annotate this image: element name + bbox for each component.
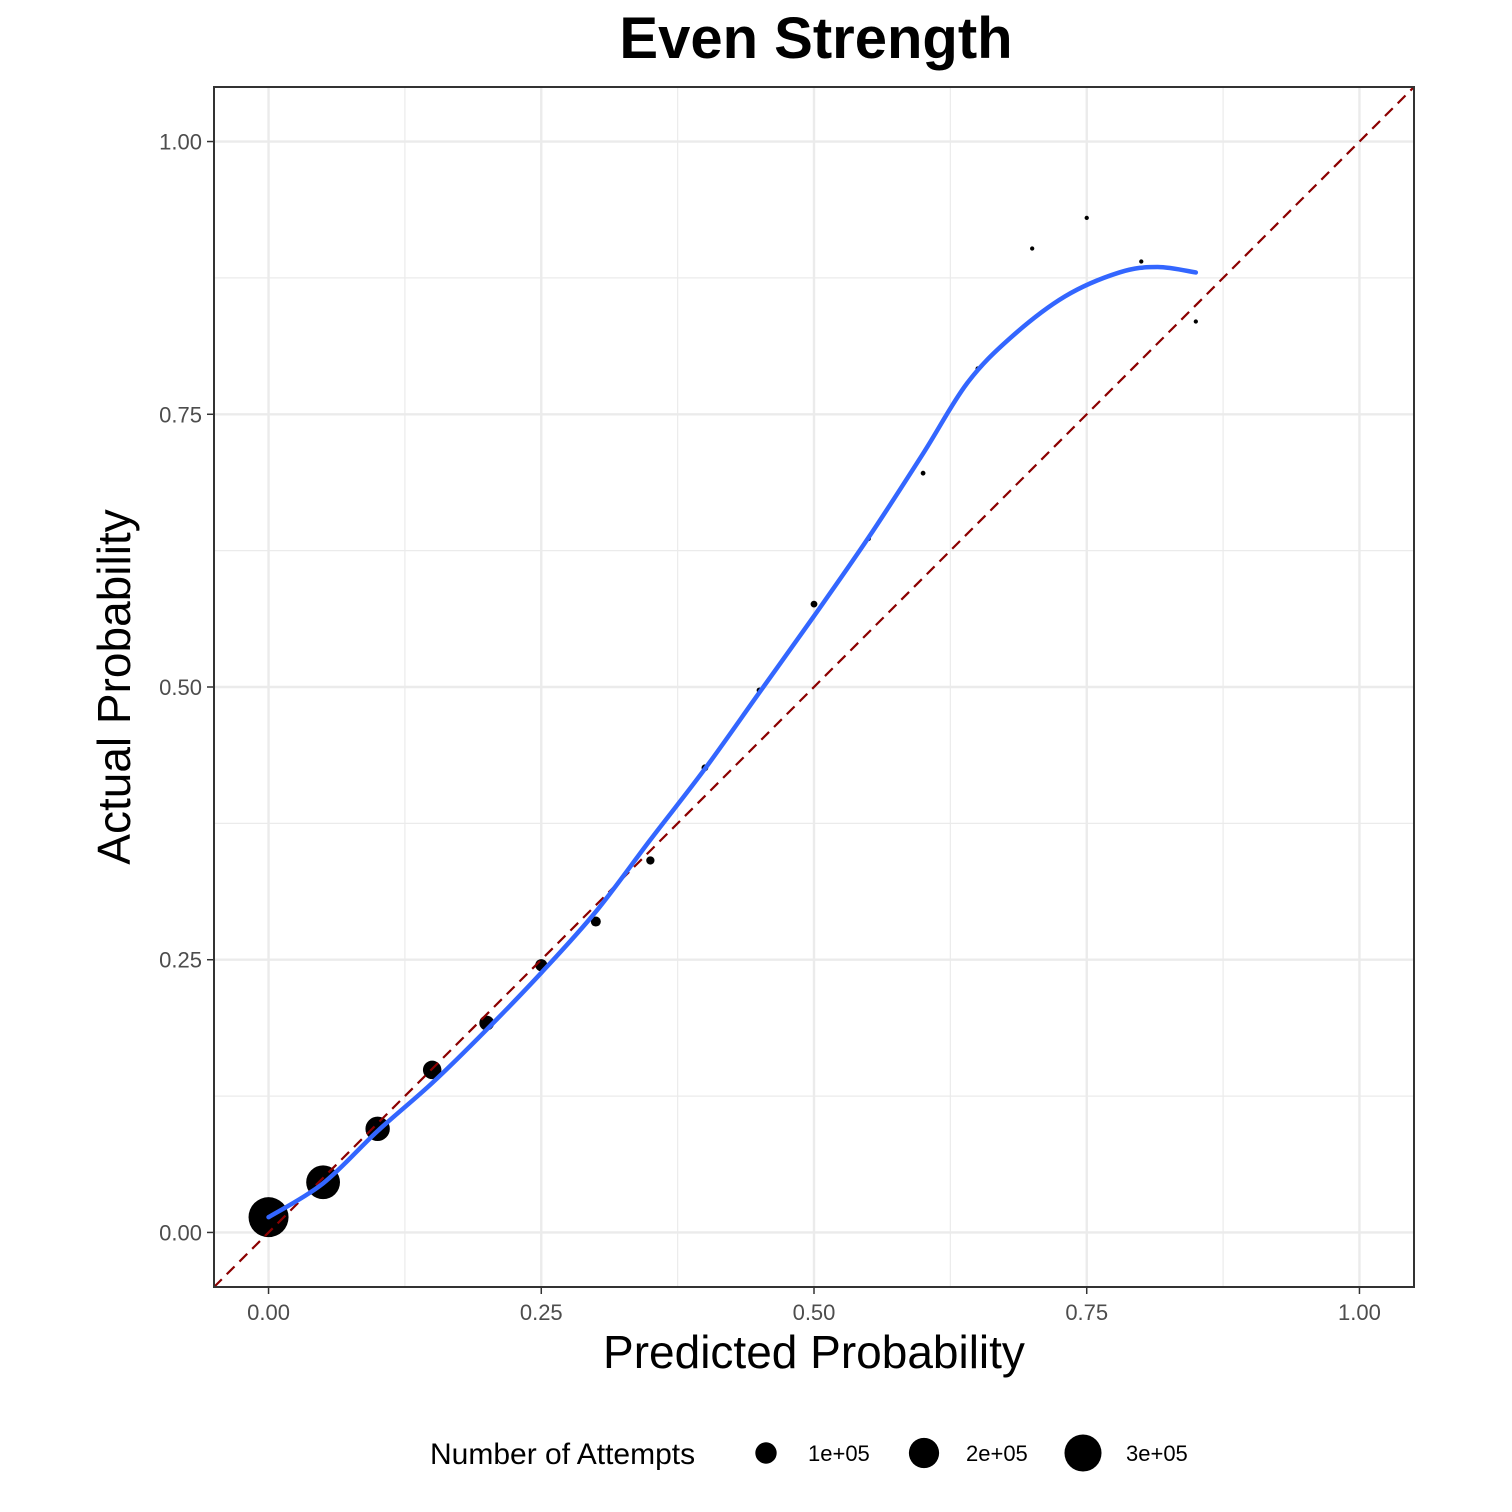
data-point — [920, 470, 926, 476]
chart-title: Even Strength — [619, 6, 1012, 71]
legend-key — [755, 1442, 777, 1464]
legend-title: Number of Attempts — [430, 1438, 695, 1471]
legend: Number of Attempts 1e+05 2e+05 3e+05 — [430, 1434, 1188, 1472]
smooth-line — [266, 264, 1199, 1220]
y-tick-label: 0.75 — [159, 402, 202, 427]
data-point — [1193, 319, 1198, 324]
x-tick-label: 1.00 — [1338, 1300, 1381, 1325]
legend-label: 3e+05 — [1126, 1441, 1188, 1466]
x-tick-label: 0.75 — [1065, 1300, 1108, 1325]
data-point — [646, 856, 655, 865]
x-axis: 0.00 0.25 0.50 0.75 1.00 — [247, 1287, 1381, 1325]
x-tick-label: 0.00 — [247, 1300, 290, 1325]
data-point — [590, 916, 601, 927]
y-axis-title: Actual Probability — [88, 509, 140, 864]
legend-label: 2e+05 — [966, 1441, 1028, 1466]
y-tick-label: 0.50 — [159, 675, 202, 700]
y-tick-label: 0.00 — [159, 1220, 202, 1245]
x-tick-label: 0.25 — [520, 1300, 563, 1325]
legend-label: 1e+05 — [808, 1441, 870, 1466]
reference-line — [214, 87, 1414, 1287]
y-axis: 0.00 0.25 0.50 0.75 1.00 — [159, 130, 214, 1245]
y-tick-label: 0.25 — [159, 948, 202, 973]
y-tick-label: 1.00 — [159, 130, 202, 155]
data-point — [1030, 246, 1035, 251]
x-axis-title: Predicted Probability — [603, 1326, 1025, 1378]
legend-key — [1064, 1434, 1102, 1472]
plot-content — [214, 87, 1414, 1287]
x-tick-label: 0.50 — [793, 1300, 836, 1325]
data-point — [1084, 215, 1089, 221]
data-point — [810, 600, 818, 608]
legend-key — [908, 1437, 940, 1469]
data-point — [1139, 259, 1144, 264]
